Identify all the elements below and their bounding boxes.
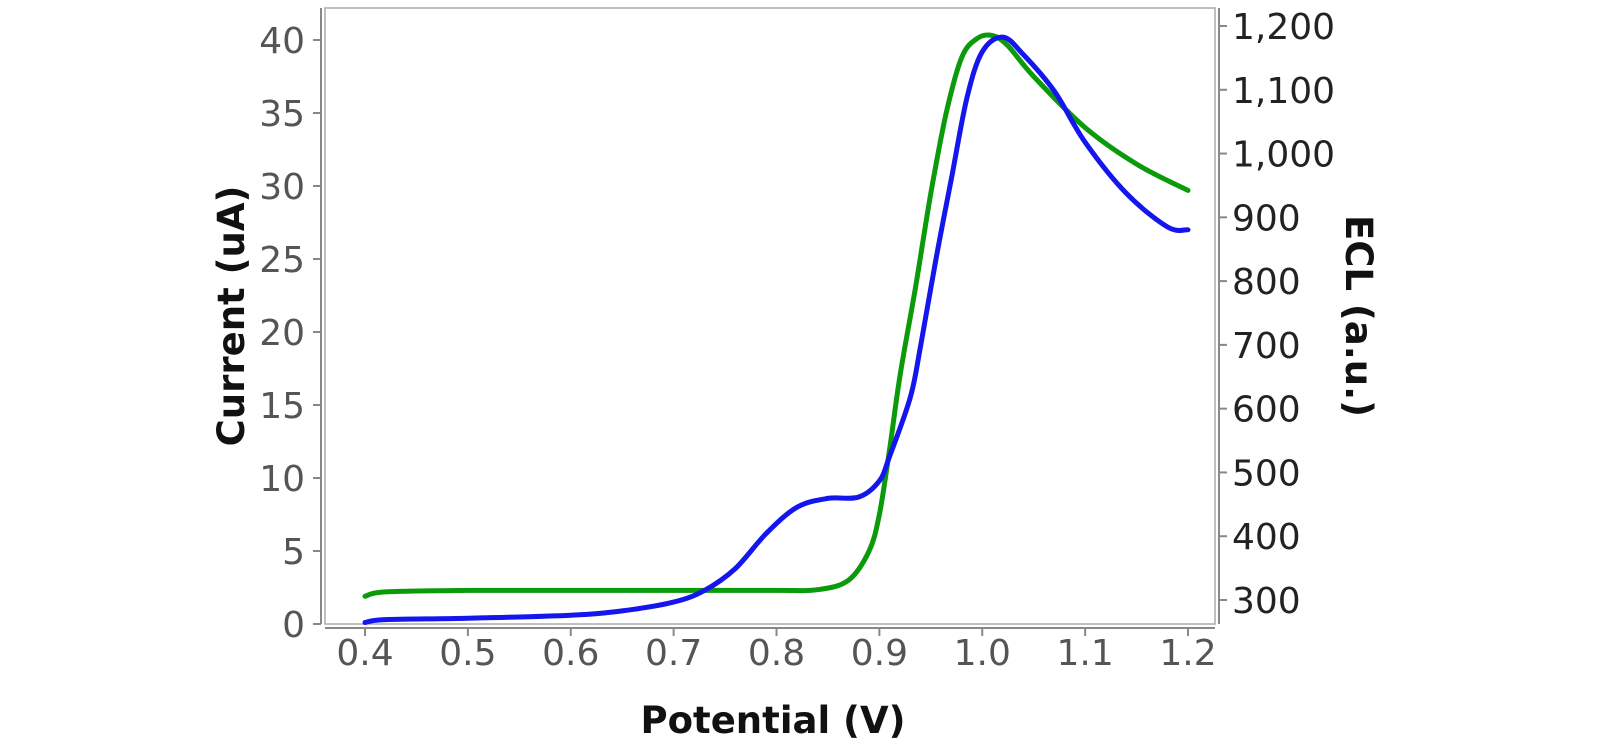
y-right-tick-label: 700 <box>1232 326 1301 367</box>
y-left-tick-label: 0 <box>282 605 305 646</box>
y-left-axis-title: Current (uA) <box>210 186 253 447</box>
x-axis-title: Potential (V) <box>640 699 905 742</box>
y-right-tick-label: 300 <box>1232 581 1301 622</box>
series-line-1 <box>362 32 1191 599</box>
x-tick-label: 0.5 <box>439 633 496 674</box>
y-left-tick-label: 20 <box>259 313 305 354</box>
y-right-tick-label: 600 <box>1232 390 1301 431</box>
y-right-tick-label: 900 <box>1232 198 1301 239</box>
x-tick-label: 0.9 <box>851 633 908 674</box>
y-right-tick-label: 1,100 <box>1232 71 1335 112</box>
y-right-tick-label: 1,000 <box>1232 135 1335 176</box>
y-left-tick-label: 30 <box>259 167 305 208</box>
series-layer <box>362 32 1191 625</box>
x-tick-label: 0.6 <box>542 633 599 674</box>
x-tick-label: 1.1 <box>1056 633 1113 674</box>
y-left-tick-label: 5 <box>282 532 305 573</box>
y-right-tick-label: 800 <box>1232 262 1301 303</box>
y-right-tick-label: 1,200 <box>1232 7 1335 48</box>
y-left-tick-label: 10 <box>259 459 305 500</box>
x-tick-label: 1.0 <box>954 633 1011 674</box>
x-tick-label: 0.7 <box>645 633 702 674</box>
y-left-tick-label: 25 <box>259 240 305 281</box>
y-right-tick-label: 500 <box>1232 453 1301 494</box>
x-tick-label: 1.2 <box>1159 633 1216 674</box>
ticks-layer: 0.4 0.5 0.6 0.7 0.8 0.9 1.0 1.1 1.2 0 5 10 15 20 25 30 3… <box>259 7 1335 674</box>
y-left-tick-label: 40 <box>259 21 305 62</box>
y-left-tick-label: 15 <box>259 386 305 427</box>
x-tick-label: 0.4 <box>336 633 393 674</box>
y-right-tick-label: 400 <box>1232 517 1301 558</box>
x-tick-label: 0.8 <box>748 633 805 674</box>
y-right-axis-title: ECL (a.u.) <box>1337 215 1380 417</box>
y-left-tick-label: 35 <box>259 94 305 135</box>
series-line-2 <box>362 34 1191 625</box>
